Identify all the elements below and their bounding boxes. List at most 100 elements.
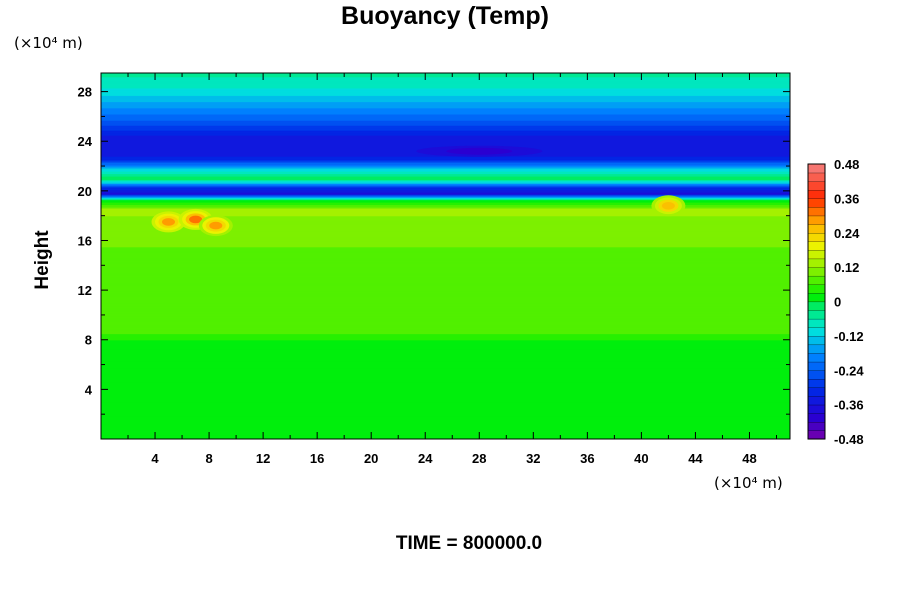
- heatmap-band: [101, 404, 790, 407]
- colorbar-segment: [807, 249, 826, 260]
- heatmap-band: [101, 123, 790, 126]
- heatmap-band: [101, 233, 790, 235]
- heatmap-band: [101, 338, 790, 341]
- heatmap-band: [101, 298, 790, 301]
- y-tick-label: 24: [78, 134, 93, 149]
- heatmap-band: [101, 178, 790, 181]
- heatmap-band: [101, 437, 790, 439]
- colorbar-label: 0.36: [834, 191, 859, 206]
- heatmap-band: [101, 426, 790, 429]
- heatmap-band: [101, 215, 790, 218]
- heatmap-band: [101, 339, 790, 342]
- heatmap-band: [101, 163, 790, 166]
- colorbar-segment: [807, 258, 826, 268]
- heatmap-band: [101, 412, 790, 415]
- heatmap-band: [101, 173, 790, 176]
- heatmap-band: [101, 283, 790, 286]
- heatmap-band: [101, 343, 790, 346]
- heatmap-band: [101, 373, 790, 376]
- colorbar-segment: [807, 241, 826, 251]
- heatmap-band: [101, 82, 790, 85]
- heatmap-band: [101, 308, 790, 311]
- heatmap-band: [101, 137, 790, 140]
- colorbar-segment: [807, 370, 826, 380]
- colorbar-segment: [807, 327, 826, 337]
- y-tick-label: 4: [85, 382, 93, 397]
- heatmap-band: [101, 143, 790, 146]
- heatmap-band: [101, 250, 790, 253]
- heatmap-band: [101, 414, 790, 417]
- heatmap-band: [101, 374, 790, 377]
- y-axis-ticks: 4 8 12 16 20 24 28: [78, 85, 790, 415]
- heatmap-band: [101, 344, 790, 347]
- heatmap-band: [101, 427, 790, 430]
- heatmap-band: [101, 92, 790, 95]
- heatmap-band: [101, 242, 790, 245]
- heatmap-band: [101, 245, 790, 248]
- heatmap-band: [101, 306, 790, 309]
- heatmap-band: [101, 166, 790, 168]
- heatmap-band: [101, 89, 790, 91]
- heatmap-band: [101, 395, 790, 398]
- heatmap-band: [101, 265, 790, 268]
- heatmap-band: [101, 336, 790, 338]
- heatmap-band: [101, 140, 790, 142]
- heatmap-band: [101, 221, 790, 224]
- heatmap-band: [101, 80, 790, 83]
- heatmap-band: [101, 208, 790, 211]
- heatmap-band: [101, 254, 790, 256]
- heatmap-band: [101, 354, 790, 357]
- heatmap-band: [101, 74, 790, 77]
- heatmap-band: [101, 100, 790, 103]
- heatmap-band: [101, 224, 790, 227]
- heatmap-band: [101, 194, 790, 197]
- colorbar-segment: [807, 361, 826, 371]
- colorbar-label: -0.36: [834, 398, 864, 413]
- heatmap-band: [101, 353, 790, 356]
- heatmap-band: [101, 126, 790, 129]
- heatmap-band: [101, 419, 790, 421]
- heatmap-band: [101, 130, 790, 132]
- colorbar-segment: [807, 378, 826, 388]
- heatmap-band: [101, 302, 790, 305]
- heatmap-band: [101, 406, 790, 409]
- heatmap-band: [101, 275, 790, 278]
- heatmap-band: [101, 168, 790, 171]
- y-axis-label: Height: [32, 230, 53, 290]
- heatmap-band: [101, 211, 790, 214]
- colorbar-label: 0.12: [834, 260, 859, 275]
- heatmap-band: [101, 133, 790, 136]
- heatmap-band: [101, 198, 790, 201]
- heatmap-band: [101, 81, 790, 84]
- heatmap-band: [101, 394, 790, 397]
- colorbar-segment: [807, 275, 826, 285]
- colorbar: [807, 163, 826, 440]
- heatmap-band: [101, 322, 790, 325]
- heatmap-band: [101, 228, 790, 230]
- heatmap-band: [101, 87, 790, 90]
- heatmap-band: [101, 235, 790, 238]
- heatmap-band: [101, 270, 790, 273]
- heatmap-band: [101, 144, 790, 147]
- heatmap-band: [101, 188, 790, 191]
- heatmap-band: [101, 213, 790, 216]
- heatmap-band: [101, 355, 790, 358]
- colorbar-segment: [807, 172, 826, 182]
- heatmap-band: [101, 311, 790, 314]
- heatmap-band: [101, 389, 790, 392]
- heatmap-band: [101, 329, 790, 332]
- heatmap-band: [101, 300, 790, 302]
- heatmap-band: [101, 290, 790, 292]
- colorbar-frame: [807, 163, 826, 440]
- heatmap-band: [101, 316, 790, 319]
- heatmap-band: [101, 398, 790, 400]
- heatmap-band: [101, 200, 790, 203]
- heatmap-band: [101, 238, 790, 240]
- x-tick-label: 36: [580, 451, 594, 466]
- heatmap-band: [101, 141, 790, 144]
- heatmap-band: [101, 172, 790, 175]
- heatmap-band: [101, 388, 790, 390]
- x-tick-label: 40: [634, 451, 648, 466]
- x-tick-label: 20: [364, 451, 378, 466]
- plot-frame: [100, 72, 791, 440]
